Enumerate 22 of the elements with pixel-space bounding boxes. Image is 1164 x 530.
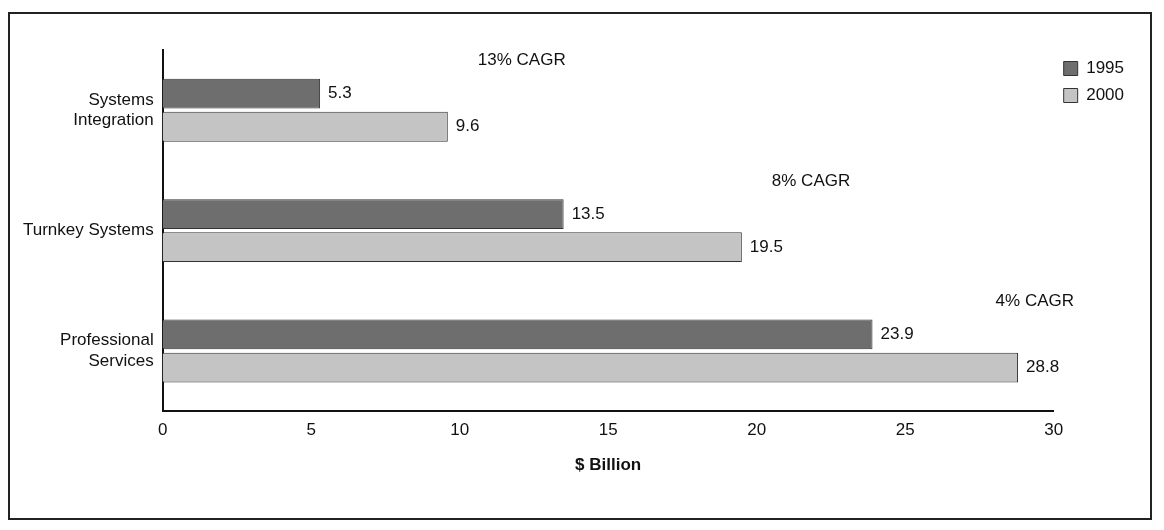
x-tick-label: 0 [157, 420, 168, 440]
legend-label: 1995 [1086, 58, 1125, 78]
y-tick-label: Turnkey Systems [22, 220, 154, 240]
annotation: 8% CAGR [771, 170, 851, 190]
x-tick-label: 30 [1044, 420, 1064, 440]
legend-label: 2000 [1086, 85, 1125, 105]
x-tick-label: 10 [450, 420, 470, 440]
data-label: 5.3 [328, 83, 352, 103]
x-tick-label: 5 [306, 420, 316, 440]
data-label: 28.8 [1026, 357, 1060, 377]
x-tick-label: 20 [747, 420, 767, 440]
x-tick-label: 25 [895, 420, 915, 440]
data-label: 19.5 [749, 236, 783, 256]
annotation: 13% CAGR [477, 50, 566, 70]
annotation: 4% CAGR [995, 291, 1075, 311]
data-label: 23.9 [880, 324, 914, 344]
x-tick-label: 15 [598, 420, 618, 440]
data-label: 13.5 [571, 203, 605, 223]
y-tick-label: Systems Integration [73, 89, 154, 130]
y-tick-label: Professional Services [60, 330, 154, 370]
x-axis-title: $ Billion [575, 455, 642, 475]
data-label: 9.6 [455, 116, 480, 136]
